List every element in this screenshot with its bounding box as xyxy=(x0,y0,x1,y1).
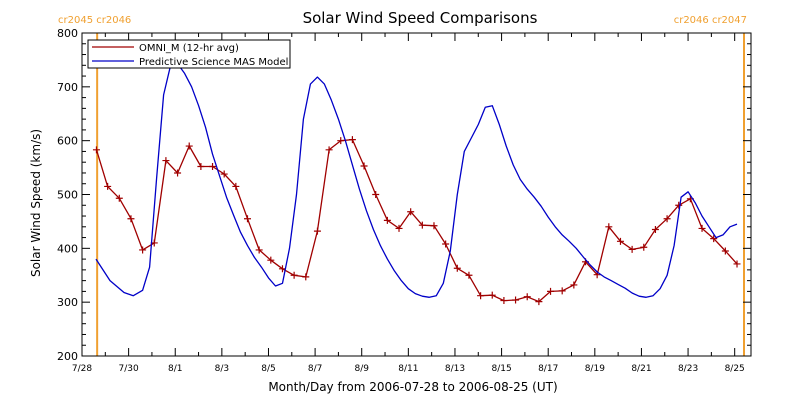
series-point xyxy=(430,222,438,230)
series-point xyxy=(651,225,659,233)
x-axis-ticks: 7/28 7/30 8/1 8/3 8/5 8/7 8/9 8/11 8/13 8/15 8/17 8… xyxy=(72,33,745,374)
series-point xyxy=(418,221,426,229)
series-point xyxy=(244,215,252,223)
series-point xyxy=(500,297,508,305)
series-point xyxy=(721,247,729,255)
series-point xyxy=(255,246,263,254)
plot-frame xyxy=(81,32,752,357)
x-tick-label: 8/19 xyxy=(585,364,605,374)
legend-label-omni: OMNI_M (12-hr avg) xyxy=(139,43,239,54)
series-point xyxy=(127,215,135,223)
series-point xyxy=(675,201,683,209)
x-tick-label: 8/5 xyxy=(261,364,275,374)
y-tick-label: 700 xyxy=(57,81,78,94)
series-point xyxy=(453,264,461,272)
series-point xyxy=(360,162,368,170)
series-point xyxy=(139,246,147,254)
legend: OMNI_M (12-hr avg) Predictive Science MA… xyxy=(87,39,291,69)
series-point xyxy=(395,224,403,232)
series-point xyxy=(313,227,321,235)
y-axis-label: Solar Wind Speed (km/s) xyxy=(29,129,43,277)
series-point xyxy=(115,194,123,202)
series-point xyxy=(605,223,613,231)
series-point xyxy=(512,296,520,304)
series-point xyxy=(616,237,624,245)
series-point xyxy=(232,182,240,190)
x-tick-label: 8/13 xyxy=(445,364,465,374)
series-point xyxy=(698,224,706,232)
series-point xyxy=(337,137,345,145)
x-tick-label: 8/21 xyxy=(631,364,651,374)
x-tick-label: 8/15 xyxy=(491,364,511,374)
legend-label-mas-model: Predictive Science MAS Model xyxy=(139,57,288,68)
series-point xyxy=(185,142,193,150)
y-tick-label: 800 xyxy=(57,27,78,40)
series-point xyxy=(209,163,217,171)
chart-title: Solar Wind Speed Comparisons xyxy=(303,9,538,27)
series-point xyxy=(162,157,170,165)
legend-box xyxy=(87,39,291,69)
series-point xyxy=(488,291,496,299)
series-point xyxy=(442,240,450,248)
x-tick-label: 8/7 xyxy=(308,364,322,374)
series-point xyxy=(407,208,415,216)
series-point xyxy=(663,215,671,223)
series-point xyxy=(220,170,228,178)
x-tick-label: 8/1 xyxy=(168,364,182,374)
series-layer xyxy=(92,63,741,306)
series-point xyxy=(477,292,485,300)
x-axis-label: Month/Day from 2006-07-28 to 2006-08-25 … xyxy=(268,380,557,394)
y-tick-label: 600 xyxy=(57,135,78,148)
series-point xyxy=(547,287,555,295)
x-tick-label: 8/3 xyxy=(215,364,229,374)
series-point xyxy=(733,260,741,268)
series-point xyxy=(535,298,543,306)
y-axis-ticks: 200 300 400 500 600 700 800 xyxy=(57,27,751,363)
series-point xyxy=(372,191,380,198)
x-tick-label: 8/25 xyxy=(725,364,745,374)
series-line-1 xyxy=(95,63,738,298)
x-tick-label: 8/17 xyxy=(538,364,558,374)
series-point xyxy=(174,169,182,177)
series-point xyxy=(348,136,356,144)
series-point xyxy=(465,271,473,279)
series-point xyxy=(558,287,566,295)
series-point xyxy=(197,163,205,171)
series-point xyxy=(290,271,298,279)
x-tick-label: 8/9 xyxy=(354,364,369,374)
series-point xyxy=(710,235,718,243)
series-point xyxy=(325,146,333,154)
series-point xyxy=(104,182,112,190)
series-point xyxy=(92,146,100,154)
series-point xyxy=(302,273,310,281)
series-point xyxy=(570,281,578,289)
series-point xyxy=(628,245,636,253)
series-point xyxy=(523,293,531,301)
y-tick-label: 500 xyxy=(57,189,78,202)
x-tick-label: 8/11 xyxy=(398,364,418,374)
x-tick-label: 8/23 xyxy=(678,364,698,374)
y-tick-label: 300 xyxy=(57,296,78,309)
y-tick-label: 200 xyxy=(57,350,78,363)
x-tick-label: 7/30 xyxy=(119,364,139,374)
y-tick-label: 400 xyxy=(57,242,78,255)
x-tick-label: 7/28 xyxy=(72,364,92,374)
series-point xyxy=(383,216,391,224)
series-point xyxy=(267,256,275,264)
series-point xyxy=(640,243,648,251)
rotation-marker-label: cr2045 cr2046 xyxy=(58,15,131,26)
rotation-marker-label: cr2046 cr2047 xyxy=(674,15,747,26)
